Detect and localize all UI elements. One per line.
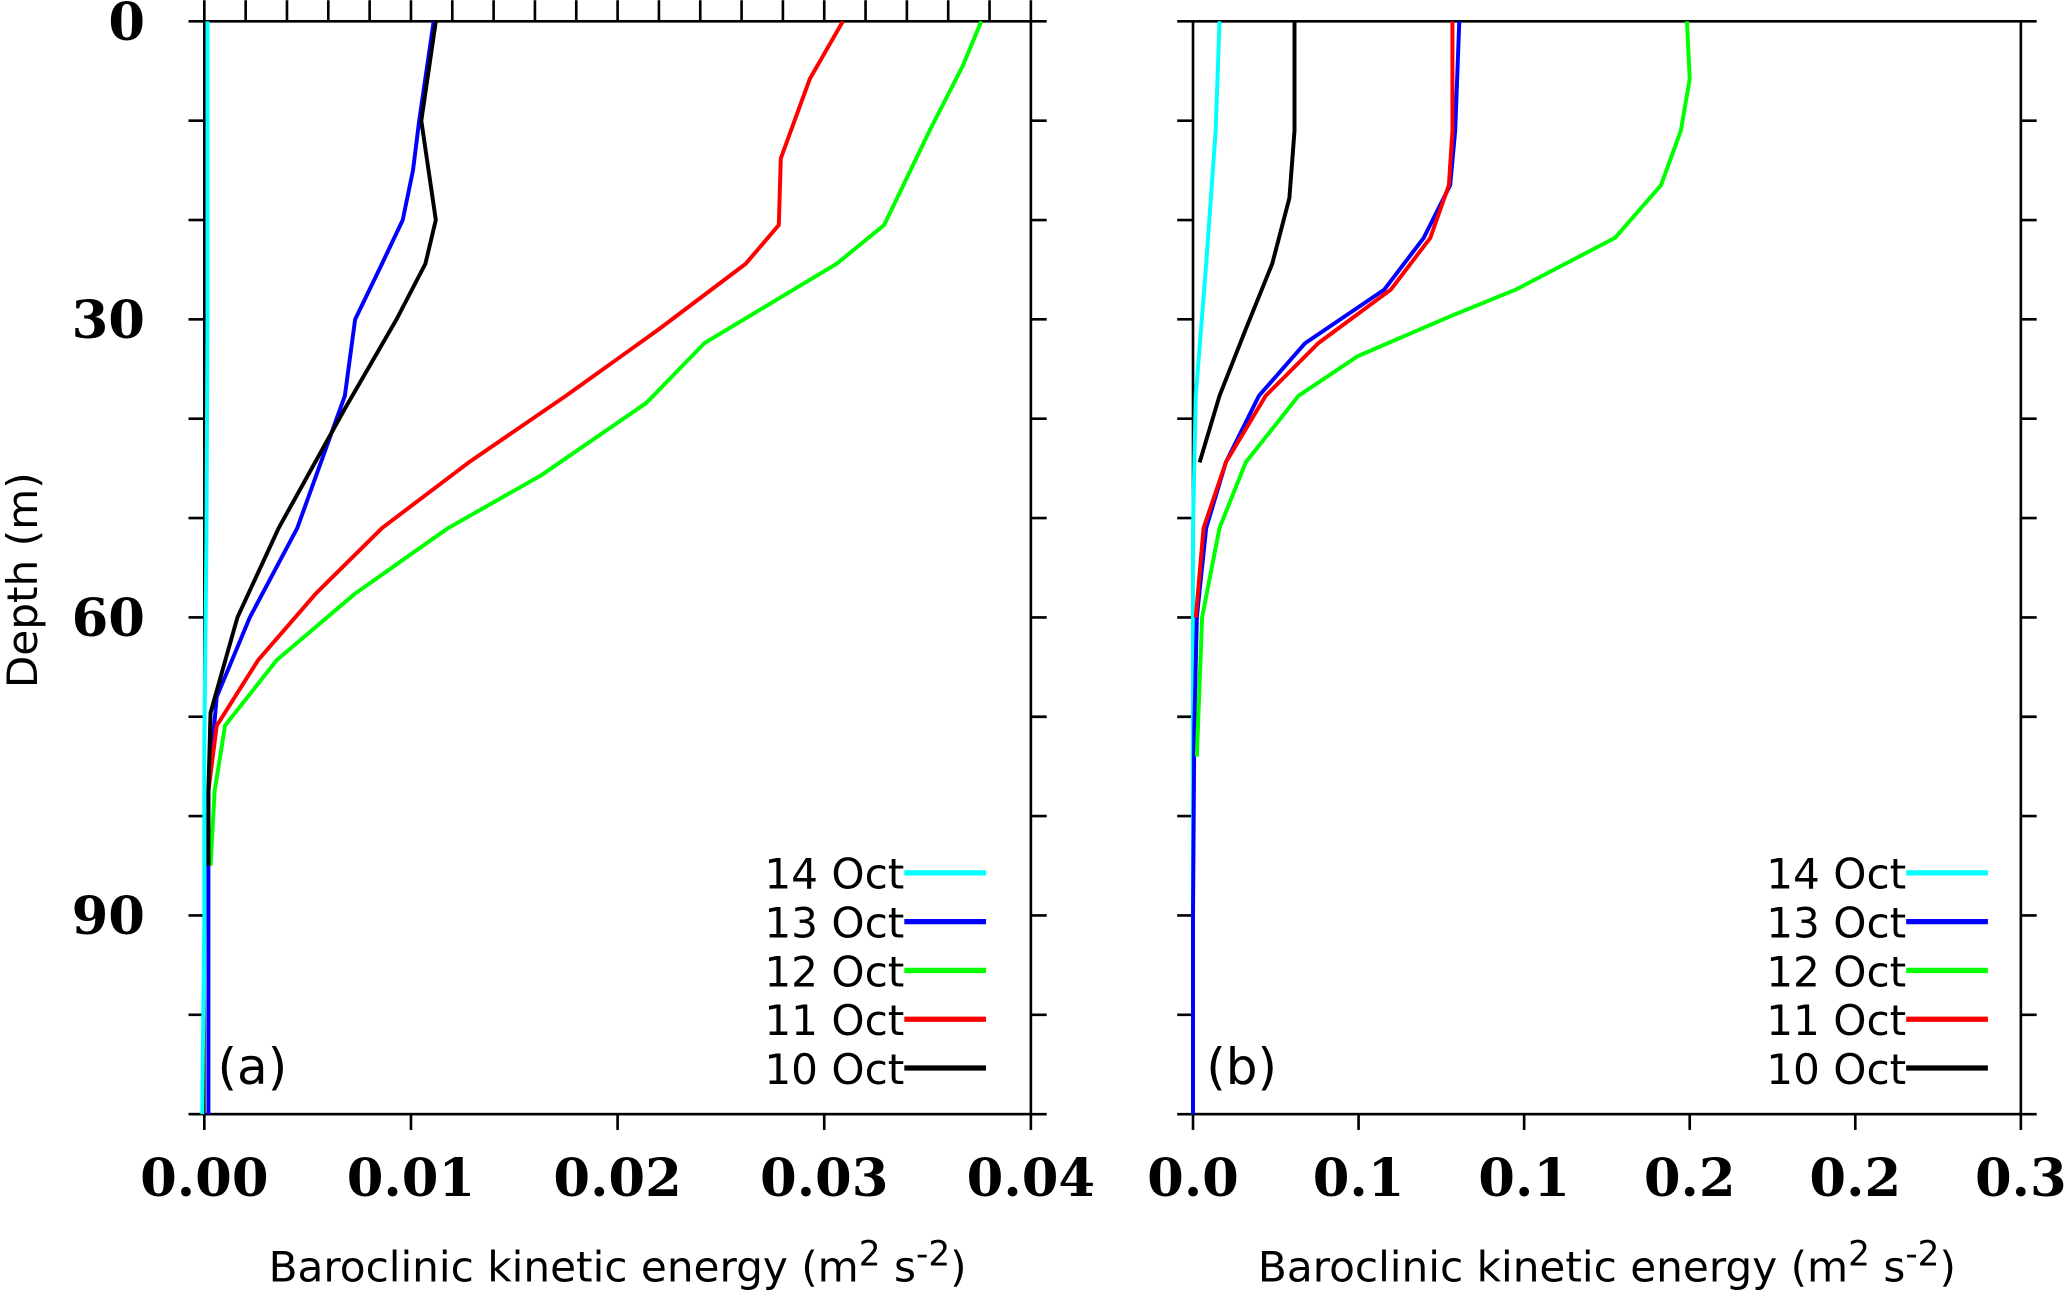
y-tick-label: 0 [108, 0, 145, 53]
x-axis-title-part: 2 [1848, 1235, 1870, 1275]
legend-label: 13 Oct [764, 898, 904, 947]
legend-label: 10 Oct [1766, 1045, 1906, 1094]
x-tick-label: 0.03 [760, 1147, 888, 1209]
panel-label: (b) [1206, 1038, 1277, 1096]
legend-label: 11 Oct [1766, 996, 1906, 1045]
x-axis-title-part: s [1870, 1243, 1905, 1291]
x-axis-title-part: Baroclinic kinetic energy (m [269, 1243, 859, 1291]
series-line-11-oct [206, 20, 845, 792]
x-tick-label: 0.2 [1644, 1147, 1736, 1209]
y-tick-label: 60 [72, 587, 145, 649]
x-axis-title-part: ) [950, 1243, 966, 1291]
legend-label: 12 Oct [764, 947, 904, 996]
y-tick-label: 30 [72, 289, 145, 351]
x-tick-label: 0.0 [1147, 1147, 1239, 1209]
y-tick-label: 90 [72, 885, 145, 947]
x-axis-title-part: -2 [916, 1235, 950, 1275]
x-axis-title-part: ) [1939, 1243, 1955, 1291]
x-axis-title: Baroclinic kinetic energy (m2 s-2) [269, 1235, 967, 1291]
x-tick-label: 0.3 [1975, 1147, 2067, 1209]
series-line-14-oct [1191, 21, 1222, 1115]
legend-label: 13 Oct [1766, 898, 1906, 947]
x-tick-label: 0.01 [347, 1147, 475, 1209]
x-axis-title: Baroclinic kinetic energy (m2 s-2) [1258, 1235, 1956, 1291]
panel-b: 0.0 0.1 0.1 0.2 0.2 0.3 Baroclinic kinetic ene… [1147, 19, 2067, 1291]
x-tick-label: 0.1 [1478, 1147, 1570, 1209]
series-line-11-oct [1193, 21, 1455, 618]
series-line-12-oct [1194, 21, 1692, 757]
x-axis-title-part: 2 [859, 1235, 881, 1275]
series-line-13-oct [206, 21, 436, 1115]
legend-label: 12 Oct [1766, 947, 1906, 996]
series-line-14-oct [200, 21, 210, 1115]
series-line-10-oct [206, 21, 438, 866]
x-tick-label: 0.2 [1809, 1147, 1901, 1209]
legend-label: 10 Oct [764, 1045, 904, 1094]
series-line-13-oct [1191, 21, 1462, 1115]
legend-label: 14 Oct [764, 850, 904, 899]
series-line-12-oct [208, 20, 984, 866]
plot-frame [203, 19, 1033, 1116]
x-axis-title-part: s [881, 1243, 916, 1291]
x-tick-label: 0.04 [967, 1147, 1095, 1209]
legend-label: 14 Oct [1766, 850, 1906, 899]
x-axis-title-part: -2 [1905, 1235, 1939, 1275]
legend-label: 11 Oct [764, 996, 904, 1045]
x-tick-label: 0.1 [1313, 1147, 1405, 1209]
y-axis-title: Depth (m) [0, 472, 47, 688]
x-tick-label: 0.00 [140, 1147, 268, 1209]
series-line-10-oct [1197, 21, 1297, 463]
x-axis-title-part: Baroclinic kinetic energy (m [1258, 1243, 1848, 1291]
panel-label: (a) [218, 1038, 288, 1096]
x-tick-label: 0.02 [553, 1147, 681, 1209]
